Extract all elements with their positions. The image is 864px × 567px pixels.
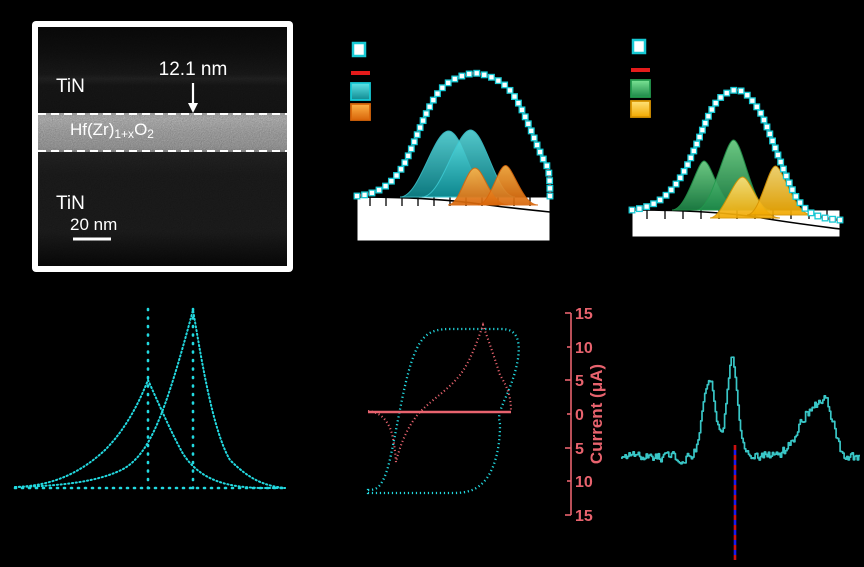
- svg-text:Hf(Zr)1+xO2: Hf(Zr)1+xO2: [70, 120, 154, 141]
- svg-text:5: 5: [575, 441, 584, 458]
- svg-text:10: 10: [575, 340, 593, 357]
- svg-text:5: 5: [575, 373, 584, 390]
- svg-text:0: 0: [575, 407, 584, 424]
- svg-text:15: 15: [575, 306, 593, 323]
- svg-text:TiN: TiN: [56, 76, 85, 97]
- svg-text:12.1 nm: 12.1 nm: [159, 59, 228, 80]
- svg-text:20 nm: 20 nm: [70, 215, 117, 234]
- svg-text:10: 10: [575, 474, 593, 491]
- svg-text:15: 15: [575, 508, 593, 525]
- svg-text:TiN: TiN: [56, 193, 85, 214]
